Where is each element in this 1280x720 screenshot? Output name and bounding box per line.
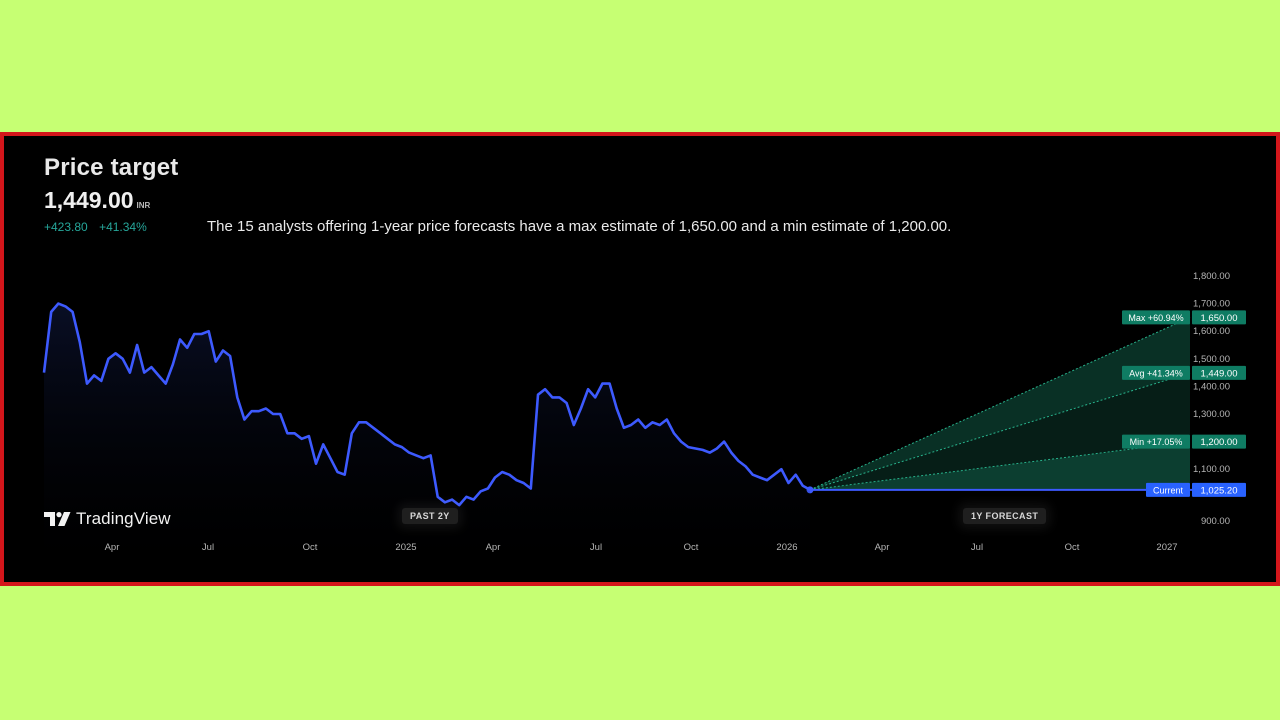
forecast-value-label: 1,200.00 [1201, 437, 1238, 448]
x-tick-label: 2025 [395, 542, 416, 553]
forecast-lower-band [810, 441, 1190, 490]
past-period-badge: PAST 2Y [402, 508, 458, 524]
forecast-summary: The 15 analysts offering 1-year price fo… [207, 218, 952, 235]
forecast-tag-label: Current [1153, 485, 1184, 495]
forecast-tag-bg [1122, 434, 1190, 449]
y-tick-label: 1,500.00 [1193, 354, 1230, 365]
forecast-tag-bg [1146, 482, 1190, 497]
y-tick-label: 1,300.00 [1193, 409, 1230, 420]
x-tick-label: 2026 [776, 542, 797, 553]
forecast-tag-label: Min +17.05% [1130, 437, 1183, 447]
x-tick-label: Jul [590, 542, 602, 553]
forecast-value-label: 1,650.00 [1201, 313, 1238, 324]
history-area [44, 303, 810, 582]
forecast-tag-bg [1122, 365, 1190, 380]
page-title: Price target [44, 154, 179, 181]
brand-name: TradingView [76, 509, 171, 528]
price-target-value: 1,449.00 INR [44, 187, 150, 214]
x-tick-label: Apr [875, 542, 890, 553]
forecast-max-line [809, 316, 1191, 491]
forecast-value-bg [1192, 482, 1246, 497]
y-tick-label: 1,700.00 [1193, 299, 1230, 310]
y-tick-label: 1,400.00 [1193, 381, 1230, 392]
y-tick-label: 1,600.00 [1193, 326, 1230, 337]
y-tick-label: 1,800.00 [1193, 271, 1230, 282]
price-value: 1,449.00 [44, 187, 134, 213]
x-tick-label: Jul [971, 542, 983, 553]
price-target-panel: 1,800.00 1,700.00 1,600.00 1,500.00 1,400.00… [0, 132, 1280, 586]
x-tick-label: Oct [684, 542, 699, 553]
forecast-value-label: 1,025.20 [1201, 485, 1238, 496]
forecast-tag-label: Avg +41.34% [1129, 368, 1183, 378]
forecast-value-bg [1192, 434, 1246, 449]
forecast-middle-band [810, 372, 1190, 490]
y-tick-label: 900.00 [1201, 516, 1230, 527]
change-row: +423.80 +41.34% [44, 220, 155, 234]
tradingview-logo[interactable]: TradingView [44, 509, 171, 529]
forecast-tag-label: Max +60.94% [1128, 313, 1183, 323]
x-tick-label: Jul [202, 542, 214, 553]
x-tick-label: 2027 [1156, 542, 1177, 553]
currency-code: INR [136, 201, 151, 210]
forecast-value-bg [1192, 365, 1246, 380]
forecast-value-bg [1192, 310, 1246, 325]
price-history-line [42, 302, 811, 507]
change-percent: +41.34% [99, 220, 147, 234]
x-tick-label: Oct [303, 542, 318, 553]
x-tick-label: Oct [1065, 542, 1080, 553]
forecast-tag-bg [1122, 310, 1190, 325]
x-tick-label: Apr [486, 542, 501, 553]
x-tick-label: Apr [105, 542, 120, 553]
y-tick-label: 1,100.00 [1193, 464, 1230, 475]
tradingview-logo-icon [44, 512, 71, 526]
forecast-value-label: 1,449.00 [1201, 368, 1238, 379]
price-target-chart: 1,800.00 1,700.00 1,600.00 1,500.00 1,400.00… [42, 271, 1246, 582]
forecast-period-badge: 1Y FORECAST [963, 508, 1047, 524]
change-absolute: +423.80 [44, 220, 88, 234]
